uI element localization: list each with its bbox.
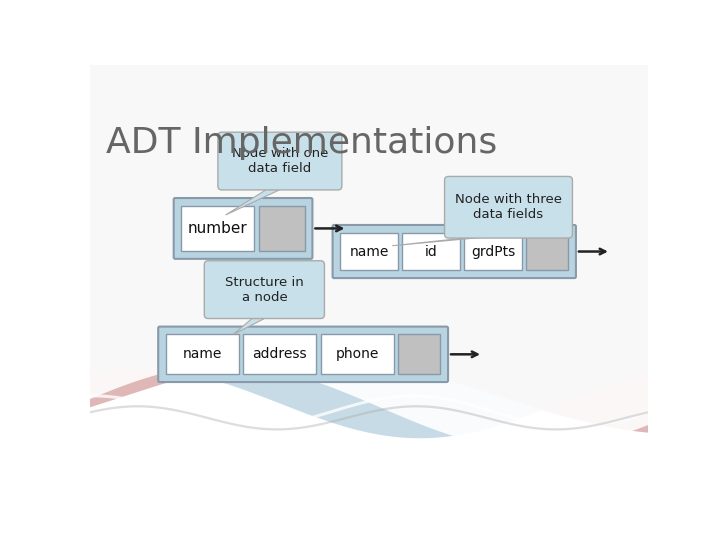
Bar	[526, 233, 568, 271]
Bar	[181, 206, 254, 251]
Polygon shape	[225, 186, 287, 215]
Bar	[341, 233, 397, 271]
FancyBboxPatch shape	[218, 132, 342, 190]
Text: ADT Implementations: ADT Implementations	[106, 126, 497, 160]
Text: Node with three
data fields: Node with three data fields	[455, 193, 562, 221]
FancyBboxPatch shape	[174, 198, 312, 259]
FancyBboxPatch shape	[444, 177, 572, 238]
Text: address: address	[253, 347, 307, 361]
Polygon shape	[90, 394, 648, 428]
Text: phone: phone	[336, 347, 379, 361]
FancyBboxPatch shape	[333, 225, 576, 278]
Text: Node with one
data field: Node with one data field	[232, 147, 328, 175]
FancyBboxPatch shape	[158, 327, 448, 382]
Bar	[243, 334, 316, 374]
Bar	[398, 334, 441, 374]
Text: Structure in
a node: Structure in a node	[225, 275, 304, 303]
Text: number: number	[188, 221, 248, 236]
Text: id: id	[425, 245, 437, 259]
Text: name: name	[349, 245, 389, 259]
Polygon shape	[90, 65, 648, 450]
FancyBboxPatch shape	[204, 261, 325, 319]
Text: grdPts: grdPts	[471, 245, 515, 259]
Polygon shape	[392, 234, 516, 246]
Polygon shape	[233, 315, 272, 334]
Bar	[259, 206, 305, 251]
Bar	[402, 233, 459, 271]
Text: name: name	[183, 347, 222, 361]
Bar	[464, 233, 522, 271]
Bar	[321, 334, 394, 374]
Polygon shape	[90, 65, 648, 438]
Polygon shape	[90, 65, 648, 433]
Polygon shape	[90, 405, 648, 430]
Bar	[166, 334, 239, 374]
